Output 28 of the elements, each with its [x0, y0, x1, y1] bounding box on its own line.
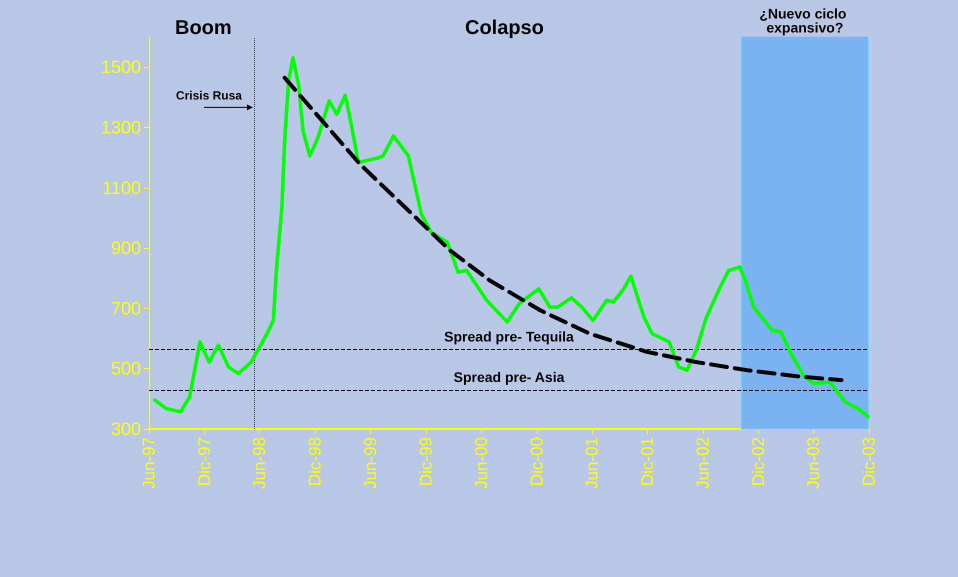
x-tick-label: Dic-02: [748, 437, 768, 486]
annotation: Boom: [175, 17, 232, 39]
y-tick-label: 700: [110, 298, 141, 318]
y-tick-label: 1100: [102, 178, 141, 198]
x-tick-label: Dic-03: [860, 437, 878, 486]
line-series: [153, 56, 870, 418]
band-label: ¿Nuevo ciclo expansivo?: [759, 6, 850, 36]
ref-line-label: Spread pre- Asia: [454, 369, 565, 386]
x-tick-label: Jun-97: [140, 437, 158, 489]
ref-line-label: Crisis Rusa: [176, 88, 242, 102]
y-tick-label: 1500: [100, 57, 141, 78]
annotation: Colapso: [465, 17, 544, 39]
x-tick-label: Jun-99: [360, 437, 380, 489]
x-tick-label: Dic-01: [638, 437, 658, 486]
y-tick-label: 300: [110, 419, 141, 439]
x-tick-label: Jun-03: [804, 437, 823, 489]
x-tick-label: Dic-98: [306, 437, 325, 486]
x-tick-label: Jun-02: [693, 437, 712, 489]
x-tick-label: Jun-98: [250, 437, 270, 489]
ref-line-label: Spread pre- Tequila: [444, 328, 574, 345]
x-tick-label: Jun-01: [582, 437, 602, 489]
y-tick-label: 900: [110, 238, 141, 258]
y-tick-label: 1300: [100, 117, 141, 138]
x-tick-label: Jun-00: [472, 437, 491, 489]
x-tick-label: Dic-00: [527, 437, 546, 486]
y-tick-label: 500: [110, 358, 141, 379]
x-tick-label: Dic-99: [416, 437, 436, 486]
x-tick-label: Dic-97: [195, 437, 214, 486]
